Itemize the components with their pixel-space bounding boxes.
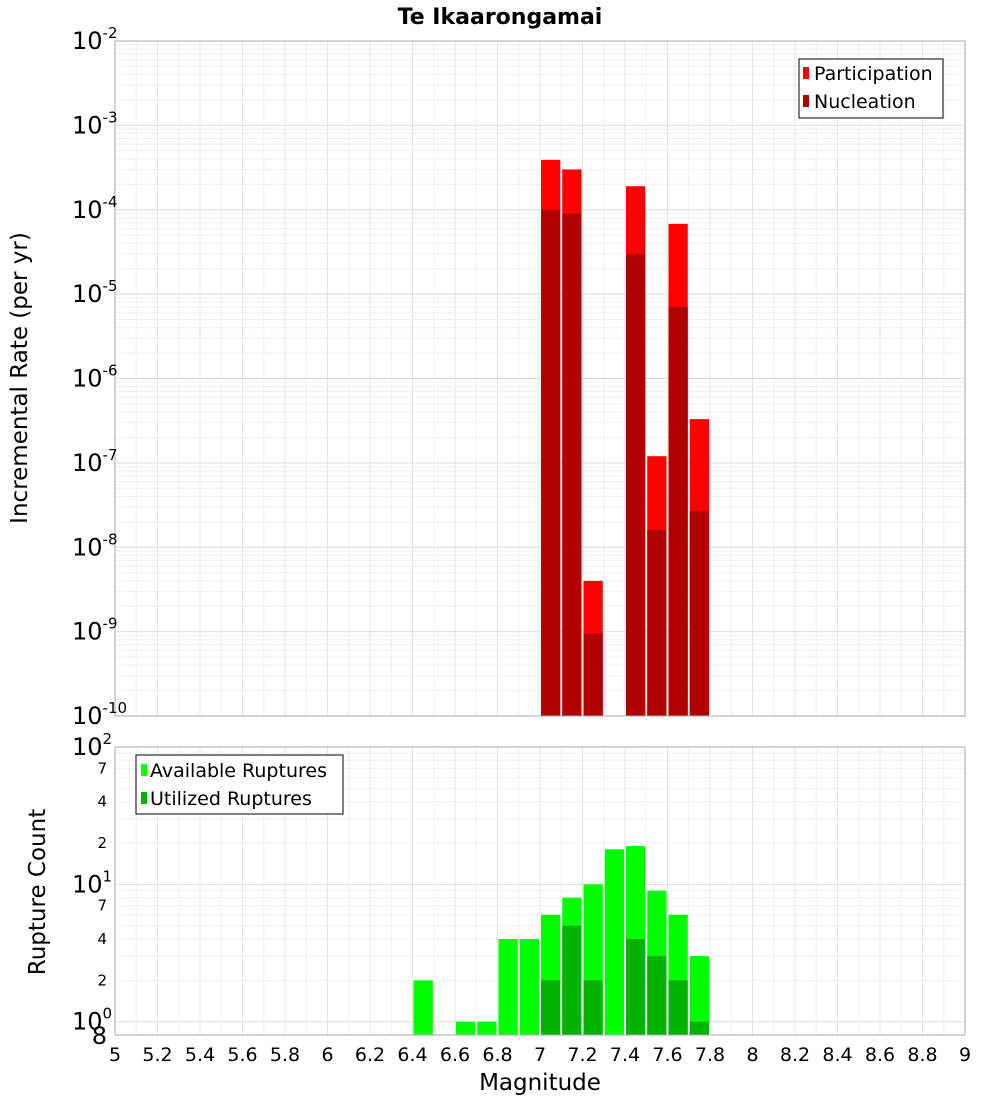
magnitude-x-tick-label: 7.6 (652, 1044, 682, 1066)
utilized-legend-label: Utilized Ruptures (150, 788, 312, 810)
rate-bars (541, 159, 709, 717)
utilized-ruptures-bar (583, 980, 603, 1035)
magnitude-x-tick-label: 6.6 (440, 1044, 470, 1066)
available-legend-label: Available Ruptures (150, 760, 327, 782)
rate-y-tick-label: 10-6 (72, 362, 118, 393)
rate-y-tick-label: 10-9 (72, 615, 118, 646)
nucleation-bar (541, 209, 561, 716)
magnitude-x-tick-label: 5.4 (185, 1044, 215, 1066)
magnitude-x-tick-label: 5.8 (270, 1044, 300, 1066)
nucleation-bar (689, 510, 709, 716)
magnitude-x-axis-label: Magnitude (479, 1070, 601, 1096)
rate-y-tick-label: 10-4 (72, 193, 118, 224)
utilized-legend-swatch (141, 792, 147, 804)
magnitude-x-ticks: 5 5.2 5.4 5.6 5.8 6 6.2 6.4 6.6 6.8 7 7.2 7.4 7.6 7.8 8… (109, 1044, 971, 1066)
utilized-ruptures-bar (562, 925, 582, 1035)
rate-legend-box (798, 58, 944, 119)
rate-panel: 10-10 10-9 10-8 10-7 10-6 10-5 10-4 10-3 10-2 In… (7, 24, 966, 730)
utilized-ruptures-bar (626, 939, 646, 1035)
nucleation-legend-swatch (803, 95, 809, 107)
count-y-minor-tick-label: 2 (97, 971, 107, 989)
magnitude-x-tick-label: 8.4 (822, 1044, 852, 1066)
utilized-ruptures-bar (647, 956, 667, 1035)
nucleation-bar (562, 213, 582, 717)
nucleation-bar (626, 253, 646, 716)
count-y-axis-label: Rupture Count (25, 809, 51, 975)
nucleation-bar (647, 530, 667, 716)
count-y-tick-label: 102 (72, 730, 112, 761)
magnitude-x-tick-label: 8.2 (780, 1044, 810, 1066)
participation-legend-label: Participation (814, 63, 933, 85)
rate-y-tick-label: 10-5 (72, 277, 118, 308)
rate-y-tick-label: 10-8 (72, 530, 118, 561)
magnitude-x-tick-label: 5 (109, 1044, 121, 1066)
count-panel: 100 101 102 8 2 4 7 2 4 7 5 5.2 5.4 5.6 5.8 6 6.2 6.4 6.6… (25, 730, 971, 1096)
rate-plot-border (114, 40, 966, 717)
magnitude-x-tick-label: 8.8 (907, 1044, 937, 1066)
available-ruptures-bar (519, 939, 539, 1035)
count-y-minor-tick-label: 7 (97, 759, 107, 777)
rate-y-tick-label: 10-10 (72, 699, 127, 730)
rate-y-tick-label: 10-3 (72, 108, 118, 139)
nucleation-bar (668, 307, 688, 716)
count-y-tick-label: 101 (72, 867, 112, 898)
count-legend: Available Ruptures Utilized Ruptures (135, 754, 344, 815)
rate-y-axis-label: Incremental Rate (per yr) (7, 232, 33, 524)
count-y-minor-tick-label: 4 (97, 793, 107, 811)
magnitude-x-tick-label: 8 (746, 1044, 758, 1066)
count-plot-border (114, 746, 966, 1036)
rate-y-tick-label: 10-2 (72, 24, 118, 55)
magnitude-x-tick-label: 5.6 (227, 1044, 257, 1066)
available-legend-swatch (141, 764, 147, 776)
utilized-ruptures-bar (541, 980, 561, 1035)
rate-grid (114, 41, 966, 717)
magnitude-x-tick-label: 6.2 (355, 1044, 385, 1066)
magnitude-x-tick-label: 7.4 (610, 1044, 640, 1066)
nucleation-legend-label: Nucleation (814, 91, 916, 113)
count-y-minor-tick-label: 2 (97, 834, 107, 852)
magnitude-x-tick-label: 6.4 (397, 1044, 427, 1066)
magnitude-x-tick-label: 6.8 (482, 1044, 512, 1066)
magnitude-x-tick-label: 5.2 (142, 1044, 172, 1066)
count-y-minor-tick-label: 4 (97, 930, 107, 948)
magnitude-x-tick-label: 6 (321, 1044, 333, 1066)
count-y-ticks: 100 101 102 8 2 4 7 2 4 7 (72, 730, 112, 1050)
available-ruptures-bar (498, 939, 518, 1035)
chart-title: Te Ikaarongamai (398, 5, 603, 30)
available-ruptures-bar (477, 1021, 497, 1035)
magnitude-x-tick-label: 8.6 (865, 1044, 895, 1066)
count-y-minor-tick-label: 7 (97, 897, 107, 915)
count-bars (413, 846, 709, 1035)
magnitude-x-tick-label: 7 (534, 1044, 546, 1066)
rate-legend: Participation Nucleation (798, 58, 944, 119)
count-grid (114, 747, 966, 1035)
magnitude-x-tick-label: 7.8 (695, 1044, 725, 1066)
magnitude-x-tick-label: 7.2 (567, 1044, 597, 1066)
utilized-ruptures-bar (689, 1021, 709, 1035)
available-ruptures-bar (604, 849, 624, 1035)
participation-legend-swatch (803, 67, 809, 79)
available-ruptures-bar (456, 1021, 476, 1035)
rate-y-tick-label: 10-7 (72, 446, 118, 477)
count-y-tick-label: 100 (72, 1005, 112, 1036)
utilized-ruptures-bar (668, 980, 688, 1035)
rate-y-ticks: 10-10 10-9 10-8 10-7 10-6 10-5 10-4 10-3 10-2 (72, 24, 127, 730)
count-y-minor-tick-label: 8 (92, 1022, 107, 1050)
available-ruptures-bar (413, 980, 433, 1035)
available-ruptures-bar (689, 956, 709, 1035)
nucleation-bar (583, 633, 603, 716)
count-legend-box (135, 754, 344, 815)
magnitude-x-tick-label: 9 (959, 1044, 971, 1066)
